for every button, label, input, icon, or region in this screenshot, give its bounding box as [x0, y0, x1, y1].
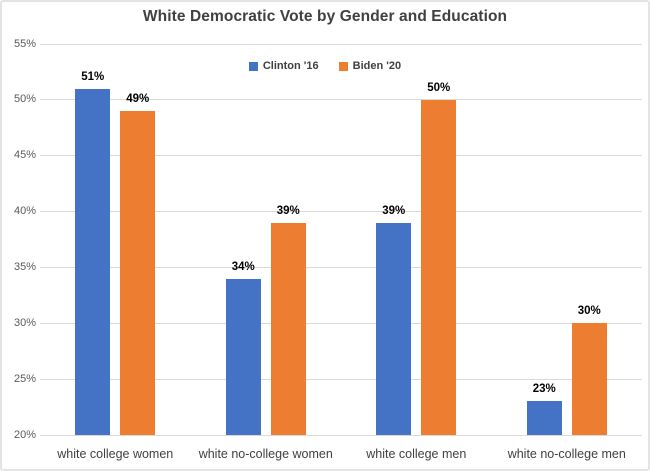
bar-clinton	[376, 222, 412, 435]
bar-value-label: 23%	[532, 383, 556, 396]
bar-biden	[270, 222, 306, 435]
gridline	[40, 434, 642, 436]
bar-value-label: 51%	[81, 70, 105, 83]
gridline	[40, 378, 642, 380]
y-axis-tick-label: 55%	[13, 37, 36, 50]
bar-clinton	[225, 278, 261, 435]
gridline	[40, 322, 642, 324]
bar-biden	[421, 99, 457, 435]
bar-value-label: 39%	[276, 204, 300, 217]
legend-item: Clinton '16	[248, 60, 319, 72]
bar-value-label: 49%	[126, 93, 150, 106]
chart-title: White Democratic Vote by Gender and Educ…	[142, 8, 508, 25]
x-axis-category-label: white no-college women	[198, 447, 333, 461]
y-axis-tick-label: 40%	[13, 205, 36, 218]
x-axis-category-label: white college women	[57, 447, 174, 461]
bar-value-label: 34%	[231, 260, 255, 273]
gridline	[40, 266, 642, 268]
bar-clinton	[526, 401, 562, 435]
legend-swatch-icon	[338, 61, 348, 71]
bar-value-label: 50%	[427, 81, 451, 94]
y-axis-tick-label: 20%	[13, 428, 36, 441]
x-axis-category-label: white no-college men	[507, 447, 626, 461]
legend-swatch-icon	[248, 61, 258, 71]
bar-value-label: 30%	[577, 305, 601, 318]
legend-label: Biden '20	[352, 60, 402, 72]
bar-value-label: 39%	[382, 204, 406, 217]
bar-biden	[571, 323, 607, 435]
legend-label: Clinton '16	[262, 60, 319, 72]
x-axis-category-label: white college men	[366, 447, 467, 461]
gridline	[40, 99, 642, 101]
bar-clinton	[75, 88, 111, 435]
bar-biden	[120, 111, 156, 435]
y-axis-tick-label: 25%	[13, 372, 36, 385]
y-axis-tick-label: 50%	[13, 93, 36, 106]
y-axis-tick-label: 45%	[13, 149, 36, 162]
legend-item: Biden '20	[338, 60, 402, 72]
y-axis-tick-label: 30%	[13, 316, 36, 329]
gridline	[40, 211, 642, 213]
gridline	[40, 155, 642, 157]
y-axis-tick-label: 35%	[13, 260, 36, 273]
legend: Clinton '16 Biden '20	[2, 60, 648, 72]
gridline	[40, 43, 642, 45]
